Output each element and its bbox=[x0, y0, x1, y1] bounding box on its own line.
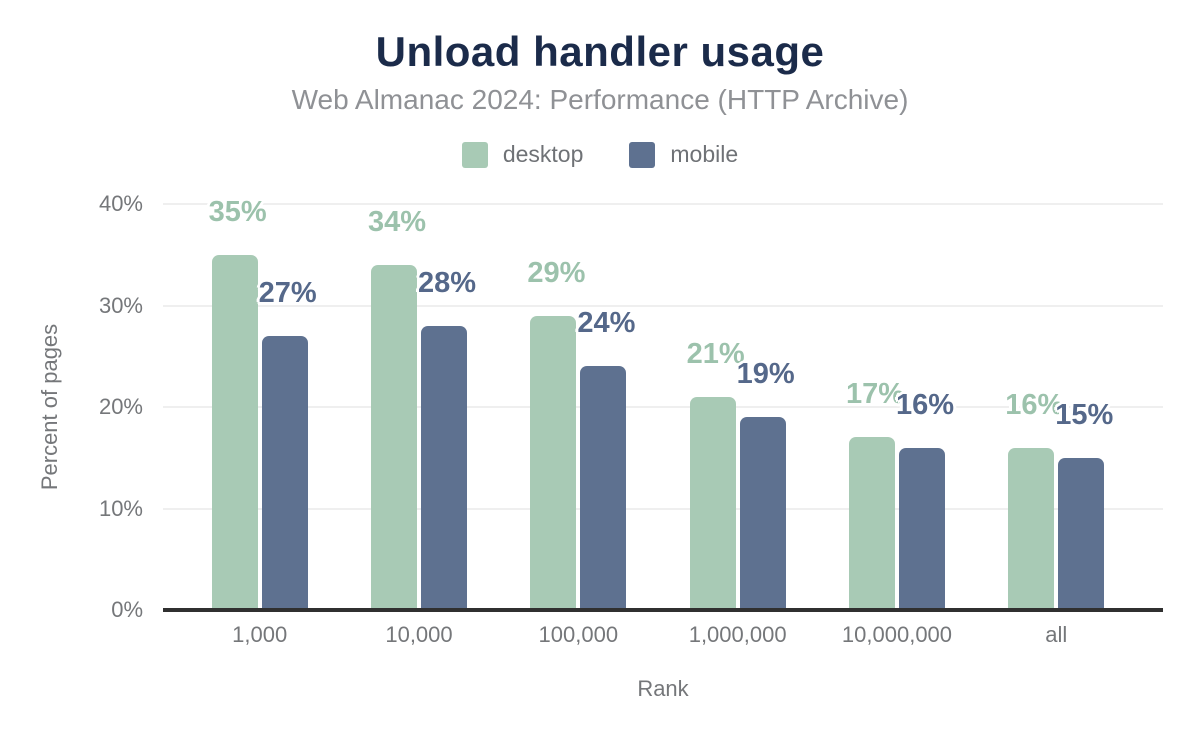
bar-desktop-1,000: 35% bbox=[209, 197, 267, 610]
x-tick-label-10,000: 10,000 bbox=[385, 622, 453, 647]
y-tick-label-0: 0% bbox=[111, 597, 143, 622]
bar-mobile-10,000,000: 16% bbox=[896, 390, 954, 610]
bar-label-desktop-10,000,000: 17% bbox=[845, 378, 905, 411]
bar-group-1,000: 35% 27% bbox=[180, 197, 339, 610]
bar-group-1,000,000: 21% 19% bbox=[658, 204, 817, 610]
legend-label-mobile: mobile bbox=[670, 141, 739, 167]
x-tick-label-10,000,000: 10,000,000 bbox=[841, 622, 953, 647]
desktop-swatch-icon bbox=[461, 141, 488, 168]
y-tick-label-10: 10% bbox=[98, 495, 143, 521]
y-tick-label-20: 20% bbox=[98, 394, 143, 419]
x-tick-labels: 1,000 10,000 100,000 1,000,000 10,000,000 all bbox=[180, 622, 1136, 648]
bar-label-mobile-all: 15% bbox=[1055, 398, 1114, 431]
bar-label-desktop-1,000: 35% bbox=[208, 195, 267, 228]
legend-item-mobile: mobile bbox=[629, 141, 738, 168]
bar-desktop-all: 16% bbox=[1005, 390, 1063, 610]
bar-label-mobile-1,000: 27% bbox=[258, 276, 317, 309]
bar-label-desktop-1,000,000: 21% bbox=[686, 337, 745, 370]
bar-group-100,000: 29% 24% bbox=[499, 204, 658, 610]
bar-label-mobile-10,000: 28% bbox=[417, 266, 477, 299]
bar-desktop-100,000: 29% bbox=[527, 258, 585, 610]
bar-group-10,000: 34% 28% bbox=[339, 204, 498, 610]
bar-desktop-1,000,000: 21% bbox=[687, 339, 745, 610]
gridline-30 bbox=[163, 304, 1163, 307]
bar-label-desktop-all: 16% bbox=[1005, 388, 1064, 421]
gridline-20 bbox=[163, 406, 1163, 408]
chart-subtitle: Web Almanac 2024: Performance (HTTP Arch… bbox=[291, 84, 909, 115]
bar-label-mobile-10,000,000: 16% bbox=[895, 388, 955, 421]
x-axis-line bbox=[163, 608, 1163, 612]
bar-label-mobile-1,000,000: 19% bbox=[736, 358, 795, 391]
bar-group-10,000,000: 17% 16% bbox=[817, 204, 976, 610]
bar-mobile-1,000: 27% bbox=[259, 278, 317, 610]
bar-mobile-1,000,000: 19% bbox=[737, 360, 795, 610]
gridline-10 bbox=[163, 507, 1163, 510]
bar-mobile-all: 15% bbox=[1055, 400, 1113, 610]
plot-area: 35% 27% 34% 28% 29% 24% 21% 19% 17% 16% 16% 15% 1,0… bbox=[37, 191, 1163, 701]
bars-band: 35% 27% 34% 28% 29% 24% 21% 19% 17% 16% 16% 15% bbox=[180, 197, 1136, 610]
bar-group-all: 16% 15% bbox=[977, 204, 1136, 610]
bar-desktop-10,000,000: 17% bbox=[846, 380, 904, 610]
x-axis-title: Rank bbox=[637, 676, 689, 701]
bar-label-desktop-10,000: 34% bbox=[367, 205, 427, 238]
x-tick-label-100,000: 100,000 bbox=[538, 622, 619, 647]
x-tick-label-all: all bbox=[1045, 622, 1068, 647]
mobile-swatch-icon bbox=[629, 141, 656, 168]
bar-desktop-10,000: 34% bbox=[368, 207, 426, 610]
bar-mobile-10,000: 28% bbox=[418, 268, 476, 610]
bar-label-desktop-100,000: 29% bbox=[527, 256, 586, 289]
y-tick-label-40: 40% bbox=[98, 191, 143, 216]
y-tick-label-30: 30% bbox=[98, 292, 143, 318]
x-tick-label-1,000,000: 1,000,000 bbox=[688, 622, 787, 647]
legend-item-desktop: desktop bbox=[461, 141, 584, 168]
bar-label-mobile-100,000: 24% bbox=[577, 307, 636, 340]
bar-mobile-100,000: 24% bbox=[577, 309, 635, 610]
gridline-40 bbox=[163, 203, 1163, 205]
legend-label-desktop: desktop bbox=[502, 141, 584, 167]
x-tick-label-1,000: 1,000 bbox=[232, 622, 288, 647]
chart-title: Unload handler usage bbox=[375, 28, 825, 75]
legend: desktop mobile bbox=[0, 141, 1200, 168]
